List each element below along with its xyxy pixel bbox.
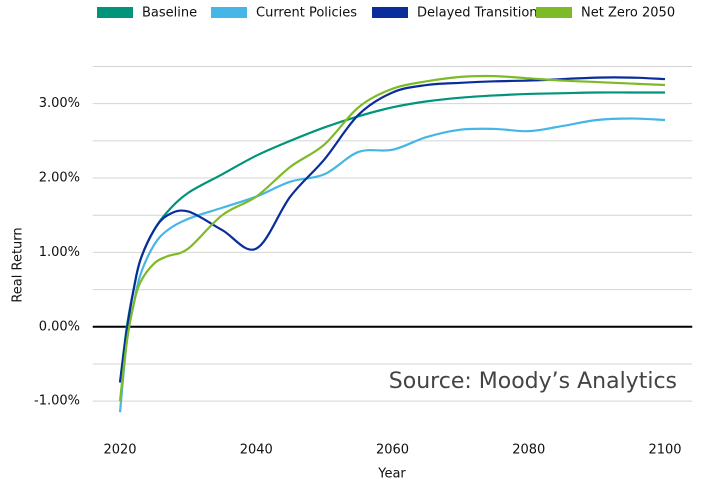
series-line bbox=[118, 91, 665, 383]
series-line bbox=[118, 74, 666, 402]
x-tick-label: 2040 bbox=[240, 443, 273, 458]
x-axis-label: Year bbox=[377, 467, 406, 482]
legend-swatch bbox=[372, 7, 408, 18]
y-tick-label: 0.00% bbox=[39, 319, 80, 334]
x-tick-label: 2100 bbox=[648, 443, 681, 458]
annotation: Source: Moody’s Analytics bbox=[389, 369, 677, 394]
legend-label: Net Zero 2050 bbox=[581, 6, 675, 21]
y-tick-label: 2.00% bbox=[39, 171, 80, 186]
legend-label: Delayed Transition bbox=[417, 6, 538, 21]
legend-swatch bbox=[211, 7, 247, 18]
legend-label: Current Policies bbox=[256, 6, 357, 21]
series-line bbox=[118, 117, 666, 413]
y-axis-label: Real Return bbox=[11, 227, 26, 302]
y-tick-label: -1.00% bbox=[34, 394, 80, 409]
x-tick-label: 2080 bbox=[512, 443, 545, 458]
x-tick-label: 2060 bbox=[376, 443, 409, 458]
legend-label: Baseline bbox=[142, 6, 197, 21]
y-tick-label: 3.00% bbox=[39, 96, 80, 111]
legend-swatch bbox=[97, 7, 133, 18]
x-tick-label: 2020 bbox=[103, 443, 136, 458]
y-tick-label: 1.00% bbox=[39, 245, 80, 260]
legend-swatch bbox=[536, 7, 572, 18]
